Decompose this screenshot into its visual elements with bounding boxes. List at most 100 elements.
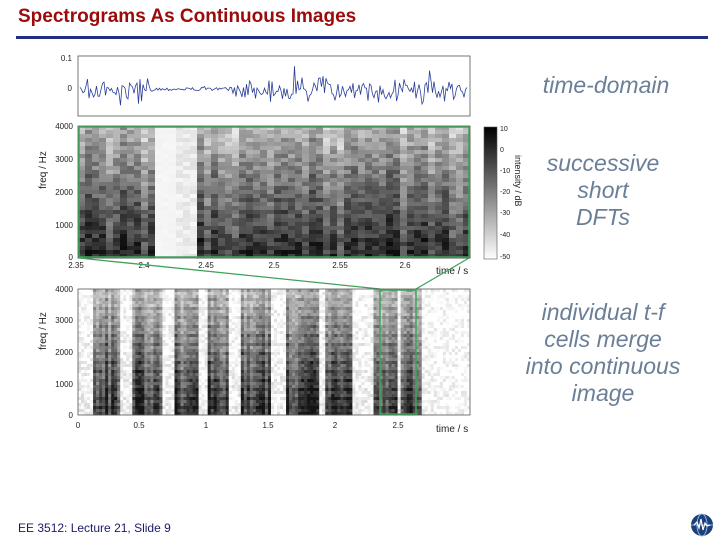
dft-cell (323, 234, 331, 239)
dft-cell (267, 238, 275, 243)
dft-cell (99, 142, 107, 147)
dft-cell (204, 202, 212, 207)
spectrogram-cell (117, 298, 121, 302)
dft-cell (351, 238, 359, 243)
dft-cell (435, 134, 443, 139)
spectrogram-cell (168, 295, 172, 299)
spectrogram-cell (213, 403, 218, 407)
spectrogram-cell (237, 337, 242, 341)
dft-cell (246, 174, 254, 179)
dft-cell (358, 186, 366, 191)
dft-cell (421, 178, 429, 183)
spectrogram-cell (183, 373, 187, 377)
dft-cell (267, 182, 275, 187)
spectrogram-cell (222, 409, 227, 413)
spectrogram-cell (201, 316, 205, 320)
spectrogram-cell (108, 373, 112, 377)
dft-cell (197, 142, 205, 147)
dft-cell (449, 202, 457, 207)
dft-cell (393, 190, 401, 195)
spectrogram-cell (153, 394, 157, 398)
spectrogram-cell (258, 367, 263, 371)
dft-cell (330, 138, 338, 143)
spectrogram-cell (174, 325, 178, 329)
dft-cell (99, 214, 107, 219)
dft-cell (120, 138, 128, 143)
dft-cell (106, 238, 114, 243)
dft-cell (323, 214, 331, 219)
spectrogram-cell (159, 346, 163, 350)
spectrogram-cell (252, 379, 257, 383)
dft-cell (162, 170, 170, 175)
spectrogram-cell (147, 316, 151, 320)
spectrogram-cell (147, 388, 151, 392)
spectrogram-cell (168, 397, 172, 401)
spectrogram-cell (195, 376, 199, 380)
spectrogram-cell (240, 349, 245, 353)
spectrogram-cell (138, 364, 142, 368)
spectrogram-cell (114, 352, 118, 356)
dft-cell (106, 222, 114, 227)
dft-cell (92, 206, 100, 211)
dft-cell (288, 206, 296, 211)
spectrogram-cell (114, 355, 118, 359)
spectrogram-cell (165, 316, 169, 320)
dft-cell (127, 210, 135, 215)
dft-cell (190, 242, 198, 247)
dft-ylabel: freq / Hz (38, 151, 49, 189)
dft-cell (141, 138, 149, 143)
spectrogram-cell (96, 289, 100, 293)
spectrogram-cell (201, 328, 205, 332)
dft-cell (204, 138, 212, 143)
dft-cell (218, 134, 226, 139)
dft-cell (421, 138, 429, 143)
dft-cell (316, 134, 324, 139)
spectrogram-cell (102, 364, 106, 368)
spectrogram-cell (129, 316, 133, 320)
spectrogram-cell (174, 379, 178, 383)
spectrogram-cell (222, 361, 227, 365)
dft-cell (120, 214, 128, 219)
dft-cell (183, 218, 191, 223)
spectrogram-cell (180, 406, 184, 410)
spectrogram-cell (174, 328, 178, 332)
spectrogram-cell (195, 319, 199, 323)
spectrogram-cell (204, 361, 208, 365)
dft-cell (239, 130, 247, 135)
spectrogram-cell (81, 289, 85, 293)
dft-cell (407, 226, 415, 231)
spectrogram-cell (135, 406, 139, 410)
spectrogram-cell (264, 307, 269, 311)
spectrogram-cell (81, 379, 85, 383)
dft-cell (323, 126, 331, 131)
spectrogram-cell (159, 304, 163, 308)
spectrogram-cell (147, 319, 151, 323)
dft-cell (106, 210, 114, 215)
dft-cell (281, 138, 289, 143)
dft-cell (463, 246, 471, 251)
spectrogram-cell (87, 298, 91, 302)
spectrogram-cell (264, 406, 269, 410)
dft-cell (169, 214, 177, 219)
spectrogram-cell (267, 391, 272, 395)
spectrogram-cell (286, 319, 290, 323)
spectrogram-cell (99, 331, 103, 335)
spectrogram-cell (117, 352, 121, 356)
spectrogram-cell (237, 412, 242, 416)
spectrogram-cell (207, 382, 211, 386)
dft-cell (372, 146, 380, 151)
dft-cell (148, 182, 156, 187)
spectrogram-cell (123, 409, 127, 413)
spectrogram-cell (132, 328, 136, 332)
spectrogram-cell (277, 388, 281, 392)
spectrogram-cell (99, 301, 103, 305)
dft-cell (127, 130, 135, 135)
spectrogram-cell (126, 340, 130, 344)
spectrogram-cell (264, 400, 269, 404)
spectrogram-cell (81, 331, 85, 335)
spectrogram-cell (129, 289, 133, 293)
spectrogram-cell (210, 349, 214, 353)
spectrogram-cell (123, 358, 127, 362)
spectrogram-cell (84, 304, 88, 308)
spectrogram-cell (298, 334, 302, 338)
